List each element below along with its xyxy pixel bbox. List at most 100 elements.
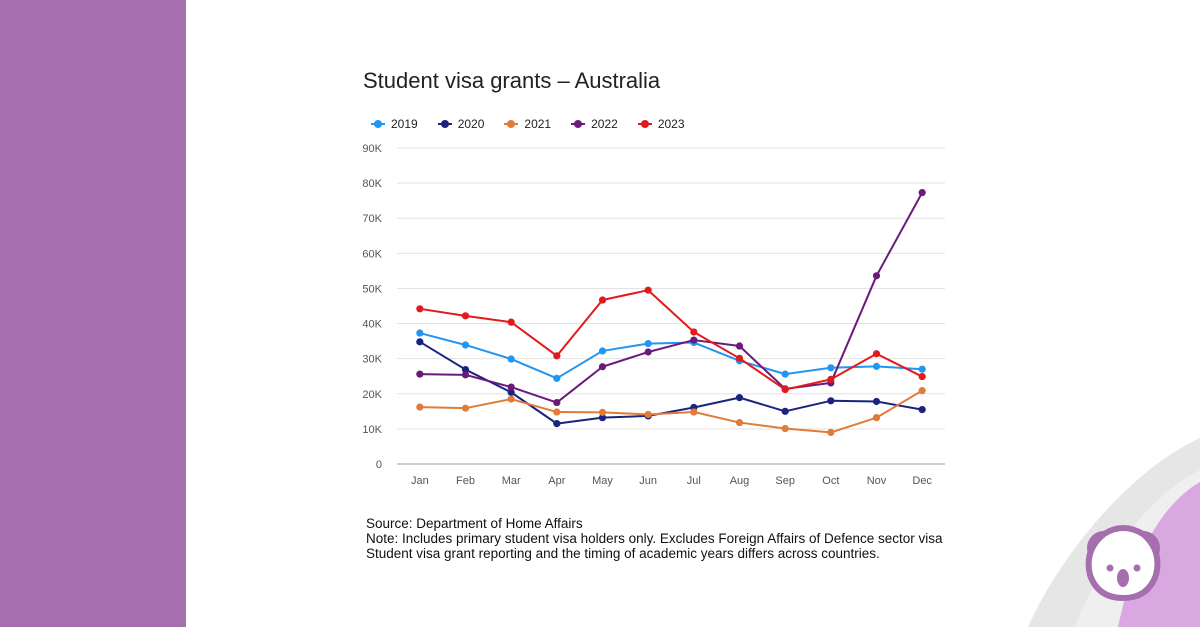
legend-swatch-2021: [504, 119, 519, 129]
legend-item-2021: 2021: [504, 117, 551, 131]
series-line-2020: [419, 340, 923, 425]
source-note: Source: Department of Home Affairs: [366, 516, 583, 531]
legend-item-2023: 2023: [637, 117, 685, 131]
data-point-2022: [416, 370, 424, 378]
data-point-2021: [507, 395, 515, 403]
y-tick-label: 90K: [362, 143, 382, 155]
y-tick-label: 80K: [362, 178, 382, 190]
data-point-2021: [553, 408, 561, 416]
legend-swatch-2019: [371, 119, 385, 129]
x-tick-label: Jan: [411, 475, 429, 487]
y-tick-label: 50K: [362, 283, 382, 295]
data-point-2019: [644, 339, 652, 348]
data-point-2023: [507, 318, 515, 326]
data-point-2023: [416, 305, 424, 313]
data-point-2020: [781, 407, 789, 415]
y-tick-label: 0: [376, 459, 382, 471]
data-point-2021: [416, 403, 424, 411]
legend-label-2019: 2019: [391, 117, 418, 131]
data-point-2021: [918, 387, 926, 395]
y-tick-label: 20K: [362, 389, 382, 401]
data-point-2023: [644, 286, 652, 294]
x-tick-label: Nov: [867, 475, 887, 487]
legend-item-2019: 2019: [371, 117, 418, 131]
x-tick-label: Feb: [456, 475, 475, 487]
data-point-2019: [416, 329, 424, 337]
data-point-2020: [461, 365, 470, 374]
y-tick-label: 30K: [362, 354, 382, 366]
data-point-2023: [872, 350, 881, 358]
data-point-2023: [827, 375, 835, 383]
legend-item-2020: 2020: [437, 117, 485, 131]
data-point-2019: [918, 365, 926, 373]
data-point-2023: [690, 328, 698, 336]
data-point-2022: [872, 272, 881, 280]
note-line-2: Student visa grant reporting and the tim…: [366, 546, 880, 561]
data-point-2020: [872, 397, 881, 406]
legend-swatch-2022: [571, 119, 586, 129]
data-point-2019: [781, 370, 789, 378]
x-tick-label: Dec: [912, 475, 932, 487]
data-point-2022: [461, 371, 470, 379]
data-point-2019: [598, 347, 607, 355]
legend-swatch-2023: [637, 119, 652, 129]
data-point-2022: [690, 336, 698, 344]
series-line-2023: [419, 289, 923, 391]
data-point-2020: [507, 388, 515, 396]
chart-notes: Source: Department of Home Affairs Note:…: [366, 516, 954, 561]
data-point-2019: [827, 364, 835, 372]
data-point-2020: [553, 420, 561, 428]
data-point-2022: [918, 188, 926, 197]
data-point-2021: [781, 424, 789, 433]
data-point-2021: [872, 414, 881, 422]
data-point-2021: [644, 410, 652, 419]
data-point-2020: [598, 414, 607, 422]
legend-swatch-2020: [437, 119, 452, 129]
data-point-2020: [918, 405, 926, 414]
x-tick-label: Jul: [687, 475, 701, 487]
data-point-2023: [781, 385, 789, 394]
data-point-2021: [827, 428, 835, 436]
legend-label-2020: 2020: [457, 117, 485, 131]
x-tick-label: Aug: [730, 475, 750, 487]
x-tick-label: Oct: [822, 475, 839, 487]
data-point-2019: [461, 341, 470, 349]
data-point-2023: [553, 352, 561, 360]
x-tick-label: Mar: [502, 475, 521, 487]
data-point-2022: [598, 363, 607, 371]
x-tick-label: May: [592, 475, 613, 487]
chart-legend: 2019 2020 2021 2022 2023: [371, 116, 705, 132]
y-tick-label: 40K: [362, 319, 382, 331]
data-point-2019: [872, 362, 881, 370]
y-tick-label: 10K: [362, 424, 382, 436]
sidebar-panel: [0, 0, 186, 627]
legend-label-2021: 2021: [524, 117, 552, 131]
note-line-1: Note: Includes primary student visa hold…: [366, 531, 943, 546]
data-point-2023: [918, 372, 926, 381]
data-point-2023: [735, 354, 744, 362]
data-point-2019: [507, 355, 515, 363]
data-point-2023: [461, 312, 470, 320]
data-point-2020: [416, 338, 424, 346]
data-point-2022: [507, 383, 515, 391]
y-tick-label: 70K: [362, 213, 382, 225]
data-point-2019: [553, 374, 561, 382]
data-point-2021: [598, 408, 607, 416]
data-point-2020: [735, 394, 744, 402]
x-tick-label: Apr: [548, 475, 565, 487]
legend-label-2023: 2023: [657, 117, 685, 131]
x-tick-label: Sep: [775, 475, 795, 487]
legend-label-2022: 2022: [591, 117, 618, 131]
koala-icon: [1085, 525, 1161, 602]
data-point-2021: [735, 418, 744, 427]
x-tick-label: Jun: [639, 475, 657, 487]
y-tick-label: 60K: [362, 248, 382, 260]
data-point-2022: [644, 348, 652, 356]
data-point-2021: [461, 404, 470, 412]
data-point-2022: [735, 342, 744, 350]
data-point-2021: [690, 408, 698, 416]
data-point-2020: [827, 397, 835, 405]
data-point-2023: [598, 296, 607, 304]
